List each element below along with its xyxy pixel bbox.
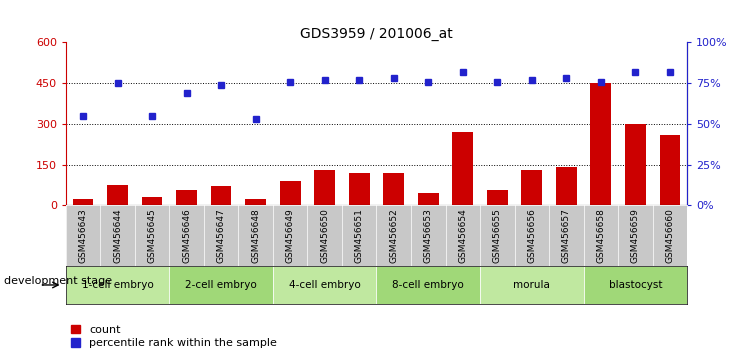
Bar xyxy=(487,190,507,205)
Bar xyxy=(176,190,197,205)
Text: GSM456644: GSM456644 xyxy=(113,208,122,263)
Bar xyxy=(591,83,611,205)
Bar xyxy=(625,124,645,205)
Text: 1-cell embryo: 1-cell embryo xyxy=(82,280,154,290)
Bar xyxy=(273,266,376,304)
Text: GSM456643: GSM456643 xyxy=(78,208,88,263)
Bar xyxy=(246,199,266,205)
Text: GSM456645: GSM456645 xyxy=(148,208,156,263)
Bar xyxy=(72,199,94,205)
Text: GSM456660: GSM456660 xyxy=(665,208,675,263)
Bar xyxy=(107,185,128,205)
Bar xyxy=(142,197,162,205)
Text: GSM456648: GSM456648 xyxy=(251,208,260,263)
Text: GSM456647: GSM456647 xyxy=(216,208,226,263)
Bar xyxy=(280,181,300,205)
Text: GSM456649: GSM456649 xyxy=(286,208,295,263)
Bar xyxy=(583,266,687,304)
Bar xyxy=(211,186,232,205)
Bar xyxy=(349,173,370,205)
Bar xyxy=(170,266,273,304)
Text: 2-cell embryo: 2-cell embryo xyxy=(185,280,257,290)
Text: development stage: development stage xyxy=(4,276,112,286)
Bar xyxy=(383,173,404,205)
Bar xyxy=(452,132,473,205)
Text: GSM456658: GSM456658 xyxy=(596,208,605,263)
Text: GSM456655: GSM456655 xyxy=(493,208,501,263)
Bar xyxy=(314,170,335,205)
Bar xyxy=(376,266,480,304)
Title: GDS3959 / 201006_at: GDS3959 / 201006_at xyxy=(300,28,452,41)
Text: GSM456651: GSM456651 xyxy=(355,208,364,263)
Bar xyxy=(66,266,170,304)
Text: GSM456650: GSM456650 xyxy=(320,208,329,263)
Text: GSM456656: GSM456656 xyxy=(527,208,537,263)
Legend: count, percentile rank within the sample: count, percentile rank within the sample xyxy=(72,325,277,348)
Bar xyxy=(418,193,439,205)
Bar xyxy=(556,167,577,205)
Bar xyxy=(480,266,583,304)
Text: GSM456652: GSM456652 xyxy=(389,208,398,263)
Text: GSM456657: GSM456657 xyxy=(562,208,571,263)
Text: blastocyst: blastocyst xyxy=(609,280,662,290)
Text: morula: morula xyxy=(513,280,550,290)
Text: GSM456659: GSM456659 xyxy=(631,208,640,263)
Text: GSM456653: GSM456653 xyxy=(424,208,433,263)
Text: GSM456654: GSM456654 xyxy=(458,208,467,263)
Text: 8-cell embryo: 8-cell embryo xyxy=(393,280,464,290)
Bar xyxy=(659,135,681,205)
Bar xyxy=(521,170,542,205)
Text: GSM456646: GSM456646 xyxy=(182,208,191,263)
Text: 4-cell embryo: 4-cell embryo xyxy=(289,280,360,290)
